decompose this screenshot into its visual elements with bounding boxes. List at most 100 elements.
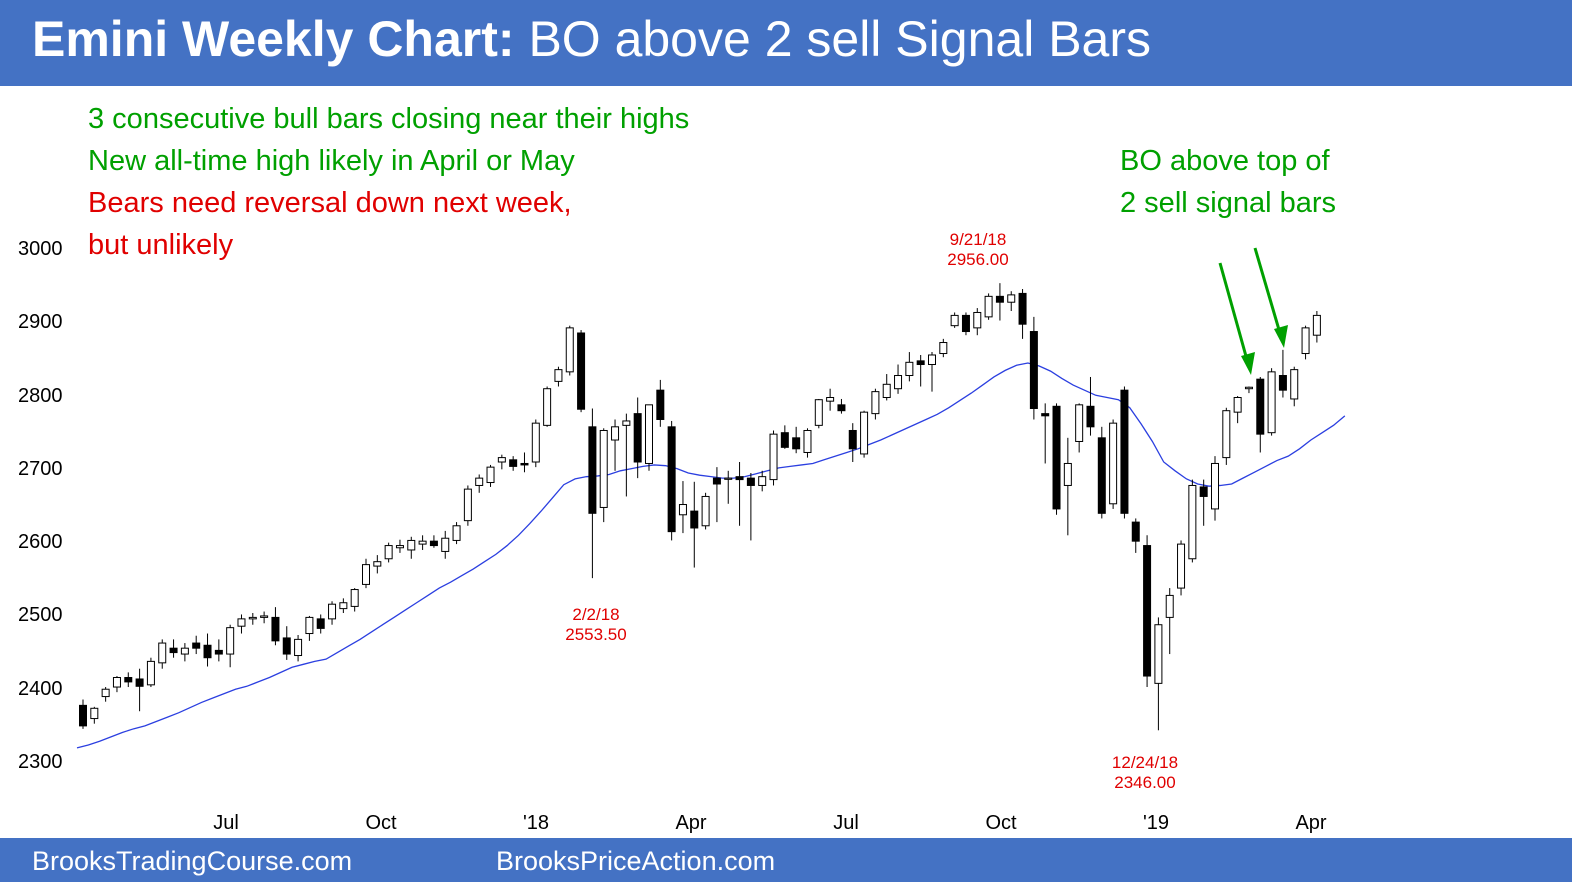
candle xyxy=(611,419,620,471)
bull-candle-body xyxy=(531,422,540,463)
arrow-line-2 xyxy=(1253,247,1284,341)
bull-candle-body xyxy=(146,660,155,686)
arrow-line-1 xyxy=(1218,262,1251,368)
candle xyxy=(1052,403,1061,515)
candle xyxy=(429,535,438,548)
candle xyxy=(1267,368,1276,436)
candle xyxy=(1086,376,1095,436)
bull-candle-body xyxy=(237,618,246,627)
candle xyxy=(758,470,767,492)
bear-candle-body xyxy=(214,649,223,655)
bull-candle-body xyxy=(678,504,687,516)
bear-candle-body xyxy=(429,540,438,547)
bear-candle-body xyxy=(1143,545,1152,677)
bull-candle-body xyxy=(1222,410,1231,459)
footer-link-trading-course[interactable]: BrooksTradingCourse.com xyxy=(32,846,353,876)
footer-link-price-action[interactable]: BrooksPriceAction.com xyxy=(496,846,776,876)
title-bold: Emini Weekly Chart: xyxy=(32,11,515,67)
bull-candle-body xyxy=(1290,369,1299,400)
candle xyxy=(1143,535,1152,688)
candle xyxy=(79,699,87,729)
candle xyxy=(746,472,755,541)
candle xyxy=(939,338,948,358)
bear-candle-body xyxy=(520,462,529,466)
bear-candle-body xyxy=(577,332,586,410)
candle xyxy=(678,481,687,534)
bull-candle-body xyxy=(814,399,823,426)
candle xyxy=(735,462,744,526)
bull-candle-body xyxy=(497,457,506,463)
bull-candle-body xyxy=(180,647,189,655)
candle xyxy=(792,426,801,454)
x-tick-label: Jul xyxy=(833,812,859,834)
bull-candle-body xyxy=(622,420,631,426)
candle xyxy=(1312,311,1321,343)
candle xyxy=(407,536,416,559)
bull-candle-body xyxy=(463,488,472,522)
bear-candle-body xyxy=(1018,292,1027,325)
candle xyxy=(769,430,778,486)
bull-candle-body xyxy=(701,495,710,527)
candle xyxy=(656,379,665,427)
bull-candle-body xyxy=(294,638,303,657)
bull-candle-body xyxy=(599,429,608,508)
candle xyxy=(328,601,337,625)
bear-candle-body xyxy=(271,616,280,642)
candle xyxy=(395,539,404,553)
bull-candle-body xyxy=(1075,404,1084,442)
candle xyxy=(294,634,303,662)
candles xyxy=(79,283,1321,731)
bear-candle-body xyxy=(735,476,744,481)
bull-candle-body xyxy=(565,327,574,373)
candle xyxy=(1029,316,1038,420)
bear-candle-body xyxy=(316,618,325,629)
y-tick-label: 2500 xyxy=(18,604,63,627)
candle xyxy=(803,428,812,458)
y-tick-label: 2600 xyxy=(18,531,63,554)
candle xyxy=(248,613,257,625)
candle xyxy=(645,404,653,471)
candle xyxy=(305,615,314,641)
candle xyxy=(588,408,597,579)
candle xyxy=(316,614,325,634)
candle xyxy=(112,676,121,693)
candle xyxy=(260,611,269,624)
bear-candle-body xyxy=(203,644,212,659)
annotation-price: 2553.50 xyxy=(565,625,626,644)
candle xyxy=(226,624,235,668)
candle xyxy=(599,428,608,523)
candle xyxy=(203,633,212,667)
bear-candle-body xyxy=(1131,521,1140,542)
bear-candle-body xyxy=(961,314,970,333)
bull-candle-body xyxy=(939,342,948,355)
bear-candle-body xyxy=(79,704,87,727)
candle xyxy=(882,374,891,401)
bull-candle-body xyxy=(803,429,812,453)
bull-candle-body xyxy=(407,539,416,551)
candle xyxy=(1177,540,1186,596)
bull-candle-body xyxy=(1063,462,1072,486)
x-tick-label: Apr xyxy=(1295,812,1327,834)
bear-candle-body xyxy=(848,429,857,450)
candle xyxy=(520,452,529,473)
candle xyxy=(271,607,280,646)
candle xyxy=(780,425,789,449)
candle xyxy=(237,614,246,634)
candle xyxy=(984,293,993,320)
candle xyxy=(577,330,586,413)
bear-candle-body xyxy=(916,360,925,366)
bull-candle-body xyxy=(260,615,269,618)
bull-candle-body xyxy=(973,311,982,329)
bull-candle-body xyxy=(339,602,348,610)
candle xyxy=(995,283,1004,321)
candle xyxy=(135,668,144,712)
candle xyxy=(146,657,155,688)
bull-candle-body xyxy=(1109,422,1118,505)
bull-candle-body xyxy=(362,564,370,585)
candle xyxy=(690,481,699,568)
bull-candle-body xyxy=(226,627,235,655)
bear-candle-body xyxy=(1029,331,1038,409)
bear-candle-body xyxy=(1199,486,1208,497)
